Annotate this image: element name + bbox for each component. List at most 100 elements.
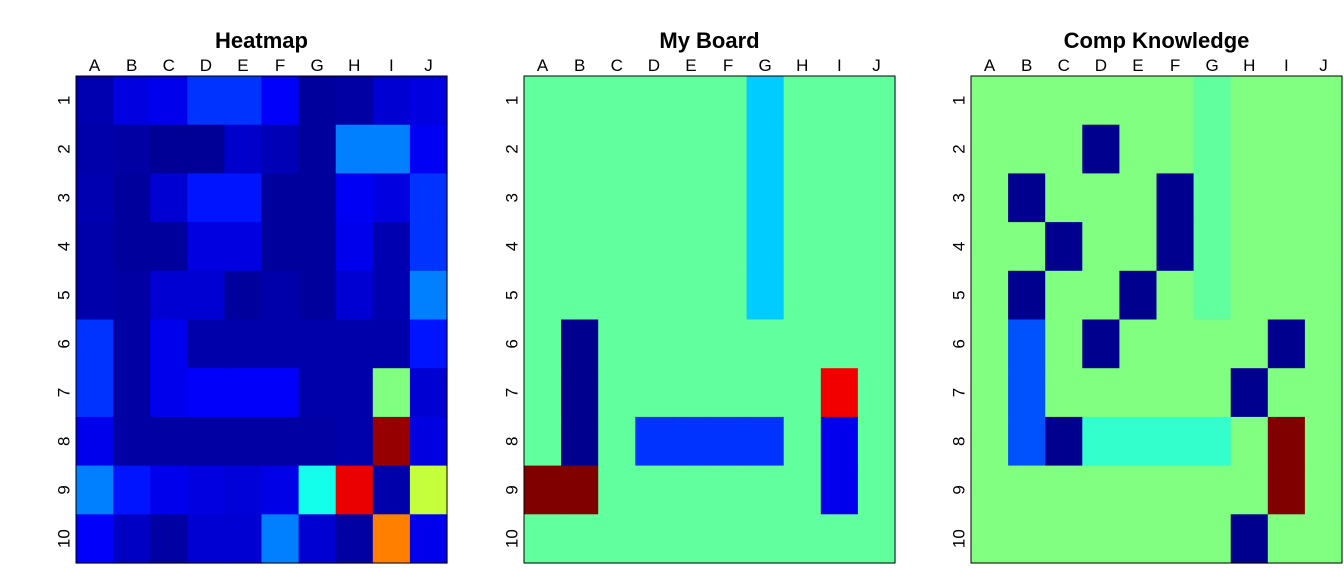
- heatmap-cell: [784, 417, 822, 466]
- heatmap-cell: [1305, 76, 1343, 125]
- heatmap-cell: [971, 125, 1009, 174]
- heatmap-cell: [821, 368, 859, 417]
- heatmap-cell: [561, 271, 599, 320]
- heatmap-cell: [410, 271, 448, 320]
- heatmap-cell: [971, 417, 1009, 466]
- heatmap-cell: [1045, 417, 1083, 466]
- heatmap-cell: [1082, 125, 1120, 174]
- heatmap-cell: [187, 222, 225, 271]
- heatmap-cell: [1268, 417, 1306, 466]
- heatmap-cell: [524, 320, 562, 369]
- heatmap-cell: [1082, 76, 1120, 125]
- heatmap-cell: [821, 125, 859, 174]
- heatmap-cell: [1008, 173, 1046, 222]
- heatmap-cell: [821, 173, 859, 222]
- heatmap-cell: [299, 466, 337, 515]
- column-tick-label: H: [1243, 56, 1255, 75]
- heatmap-cell: [1045, 271, 1083, 320]
- heatmap-cell: [672, 125, 710, 174]
- heatmap-cell: [299, 271, 337, 320]
- heatmap-cell: [410, 466, 448, 515]
- heatmap-cell: [410, 76, 448, 125]
- row-tick-label: 7: [950, 388, 969, 397]
- heatmap-cell: [598, 368, 636, 417]
- heatmap-cell: [821, 76, 859, 125]
- heatmap-cell: [1268, 466, 1306, 515]
- column-tick-label: F: [723, 56, 733, 75]
- heatmap-cell: [1008, 125, 1046, 174]
- heatmap-cell: [224, 417, 262, 466]
- heatmap-cell: [672, 320, 710, 369]
- panel-title: Comp Knowledge: [1064, 28, 1250, 53]
- heatmap-cell: [1157, 76, 1195, 125]
- heatmap-cell: [1008, 320, 1046, 369]
- heatmap-cell: [299, 320, 337, 369]
- heatmap-cell: [561, 320, 599, 369]
- column-tick-label: D: [1095, 56, 1107, 75]
- heatmap-cell: [1268, 76, 1306, 125]
- heatmap-cell: [187, 320, 225, 369]
- heatmap-cell: [150, 466, 188, 515]
- heatmap-cell: [710, 466, 748, 515]
- heatmap-cell: [672, 222, 710, 271]
- heatmap-cell: [747, 514, 785, 563]
- column-tick-label: J: [1319, 56, 1328, 75]
- heatmap-cell: [113, 320, 151, 369]
- heatmap-cell: [747, 76, 785, 125]
- heatmap-cell: [635, 76, 673, 125]
- heatmap-cell: [1305, 514, 1343, 563]
- heatmap-cell: [262, 320, 300, 369]
- heatmap-cell: [224, 271, 262, 320]
- heatmap-cell: [1231, 514, 1269, 563]
- heatmap-cell: [113, 514, 151, 563]
- heatmap-cell: [1119, 466, 1157, 515]
- heatmap-cell: [410, 222, 448, 271]
- heatmap-cell: [635, 125, 673, 174]
- heatmap-cell: [336, 271, 374, 320]
- heatmap-cell: [1008, 466, 1046, 515]
- heatmap-cell: [1119, 514, 1157, 563]
- row-tick-label: 5: [950, 290, 969, 299]
- heatmap-cell: [262, 514, 300, 563]
- heatmap-cell: [373, 514, 411, 563]
- row-tick-label: 2: [950, 144, 969, 153]
- heatmap-cell: [971, 320, 1009, 369]
- column-tick-label: C: [611, 56, 623, 75]
- heatmap-cell: [561, 76, 599, 125]
- heatmap-cell: [224, 514, 262, 563]
- heatmap-cell: [187, 368, 225, 417]
- heatmap-cell: [1268, 271, 1306, 320]
- heatmap-cell: [821, 271, 859, 320]
- heatmap-cell: [858, 514, 896, 563]
- column-tick-label: G: [759, 56, 772, 75]
- column-tick-label: F: [275, 56, 285, 75]
- heatmap-cell: [76, 466, 114, 515]
- heatmap-cell: [858, 76, 896, 125]
- heatmap-cell: [373, 173, 411, 222]
- row-tick-label: 1: [503, 96, 522, 105]
- heatmap-cell: [262, 368, 300, 417]
- heatmap-cell: [150, 76, 188, 125]
- heatmap-cell: [76, 514, 114, 563]
- heatmap-cell: [299, 514, 337, 563]
- heatmap-cell: [858, 271, 896, 320]
- column-tick-label: E: [685, 56, 696, 75]
- heatmap-cell: [1305, 125, 1343, 174]
- heatmap-cell: [672, 466, 710, 515]
- heatmap-cell: [410, 125, 448, 174]
- heatmap-cell: [76, 125, 114, 174]
- heatmap-cell: [373, 76, 411, 125]
- row-tick-label: 9: [950, 485, 969, 494]
- heatmap-cell: [598, 222, 636, 271]
- heatmap-cell: [672, 514, 710, 563]
- heatmap-cell: [113, 466, 151, 515]
- heatmap-cell: [1008, 222, 1046, 271]
- heatmap-cell: [262, 222, 300, 271]
- heatmap-cell: [784, 271, 822, 320]
- heatmap-cell: [821, 417, 859, 466]
- heatmap-cell: [858, 320, 896, 369]
- heatmap-cell: [561, 125, 599, 174]
- heatmap-cell: [747, 271, 785, 320]
- heatmap-cell: [747, 320, 785, 369]
- heatmap-cell: [224, 76, 262, 125]
